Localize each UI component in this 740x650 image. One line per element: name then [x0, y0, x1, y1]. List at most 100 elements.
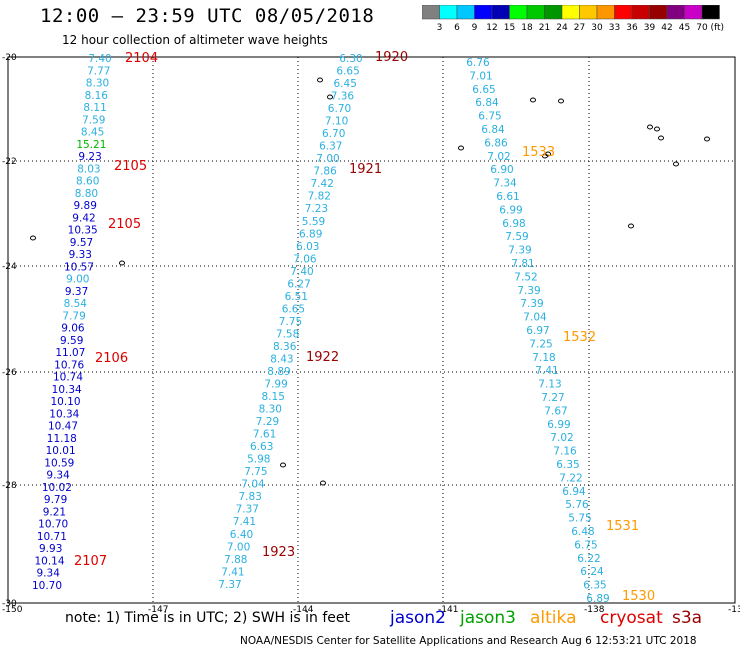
wave-height-value: 6.89 [299, 228, 322, 240]
island-outline [119, 260, 125, 266]
island-outline [30, 235, 36, 241]
wave-height-value: 10.35 [68, 225, 98, 237]
wave-height-value: 7.41 [221, 566, 244, 578]
wave-height-value: 6.99 [499, 204, 522, 216]
wave-height-value: 7.04 [241, 479, 265, 491]
wave-height-value: 8.80 [75, 188, 98, 200]
wave-height-value: 7.39 [517, 285, 540, 297]
island-outline [654, 126, 660, 132]
wave-height-value: 6.24 [580, 566, 604, 578]
wave-height-value: 6.84 [475, 97, 499, 109]
island-outline [320, 480, 326, 486]
wave-height-value: 6.40 [230, 529, 253, 541]
wave-height-value: 9.59 [60, 335, 83, 347]
pass-time-label: 1922 [306, 350, 339, 365]
map-subtitle: 12 hour collection of altimeter wave hei… [62, 33, 328, 47]
colorbar-unit: (ft) [710, 23, 724, 33]
wave-height-value: 7.52 [514, 271, 537, 283]
wave-height-value: 8.30 [259, 404, 282, 416]
legend-jason2: jason2 [390, 608, 446, 628]
wave-height-value: 7.01 [469, 70, 492, 82]
island-outline [558, 98, 564, 104]
pass-time-label: 1921 [349, 162, 382, 177]
pass-time-label: 1530 [622, 589, 655, 604]
wave-height-value: 7.02 [487, 151, 510, 163]
wave-height-value: 8.45 [81, 127, 104, 139]
wave-height-value: 10.34 [52, 384, 82, 396]
colorbar-tick-label: 30 [591, 23, 603, 33]
pass-time-label: 1920 [375, 50, 408, 65]
wave-height-value: 10.10 [50, 396, 80, 408]
island-outline [530, 97, 536, 103]
island-outline [647, 124, 653, 130]
wave-height-value: 10.70 [32, 580, 62, 592]
island-outline [673, 161, 679, 167]
wave-height-value: 7.75 [244, 466, 267, 478]
wave-height-value: 6.86 [484, 137, 508, 149]
lon-tick-label: -141 [438, 605, 458, 615]
wave-height-value: 7.83 [239, 491, 262, 503]
wave-height-value: 7.04 [523, 312, 547, 324]
colorbar-tick-label: 33 [609, 23, 620, 33]
lat-tick-label: -20 [2, 53, 17, 63]
wave-height-value: 6.94 [562, 486, 586, 498]
colorbar-tick-label: 24 [556, 23, 568, 33]
wave-height-value: 7.27 [541, 392, 564, 404]
island-outline [545, 151, 551, 157]
wave-height-value: 9.79 [44, 494, 67, 506]
colorbar-tick-label: 70 [696, 23, 708, 33]
pass-time-label: 2105 [114, 159, 147, 174]
wave-height-value: 7.00 [227, 541, 250, 553]
wave-height-value: 6.70 [322, 128, 345, 140]
lat-tick-label: -26 [2, 368, 17, 378]
wave-height-value: 6.65 [336, 66, 359, 78]
legend-s3a: s3a [672, 608, 703, 628]
wave-height-value: 7.99 [264, 379, 287, 391]
wave-height-value: 7.75 [279, 316, 302, 328]
wave-height-value: 10.34 [49, 408, 79, 420]
wave-height-value: 6.61 [496, 191, 519, 203]
lat-tick-label: -22 [2, 157, 17, 167]
wave-height-value: 10.57 [64, 261, 94, 273]
wave-height-value: 7.10 [325, 116, 348, 128]
wave-height-value: 7.22 [559, 472, 582, 484]
legend-cryosat: cryosat [600, 608, 663, 628]
wave-height-value: 7.82 [308, 191, 331, 203]
wave-height-value: 7.40 [290, 266, 313, 278]
wave-height-value: 7.37 [218, 579, 241, 591]
colorbar-legend: 3 6 9 12 15 18 21 24 27 30 33 36 39 42 45 70 (ft) [422, 5, 724, 33]
wave-height-value: 7.34 [493, 178, 517, 190]
wave-height-value: 6.70 [328, 103, 351, 115]
colorbar-tick-label: 9 [472, 23, 478, 33]
wave-height-value: 6.65 [472, 84, 495, 96]
pass-time-label: 1532 [563, 330, 596, 345]
wave-height-value: 7.77 [87, 65, 110, 77]
wave-height-value: 8.11 [83, 102, 106, 114]
wave-height-value: 6.84 [481, 124, 505, 136]
wave-height-value: 7.88 [224, 554, 247, 566]
wave-height-value: 10.74 [53, 372, 83, 384]
wave-height-value: 6.22 [577, 553, 600, 565]
wave-height-value: 9.37 [65, 286, 88, 298]
pass-time-label: 2104 [125, 51, 158, 66]
wave-height-value: 7.59 [82, 114, 105, 126]
wave-height-value: 6.37 [319, 141, 342, 153]
lon-tick-label: -13 [728, 605, 740, 615]
wave-height-value: 6.98 [502, 218, 525, 230]
wave-height-value: 8.15 [262, 391, 285, 403]
wave-height-value: 8.30 [86, 78, 109, 90]
lon-tick-label: -138 [584, 605, 605, 615]
wave-height-value: 7.59 [505, 231, 528, 243]
pass-time-label: 1531 [606, 519, 639, 534]
pass-time-label: 2106 [95, 351, 128, 366]
wave-height-value: 9.57 [70, 237, 93, 249]
wave-height-value: 9.23 [78, 151, 101, 163]
legend-jason3: jason3 [460, 608, 516, 628]
wave-height-value: 5.75 [568, 513, 591, 525]
wave-height-value: 7.81 [511, 258, 534, 270]
wave-height-value: 7.39 [520, 298, 543, 310]
wave-height-value: 6.65 [282, 303, 305, 315]
wave-height-value: 6.35 [583, 580, 606, 592]
island-outline [628, 223, 634, 229]
